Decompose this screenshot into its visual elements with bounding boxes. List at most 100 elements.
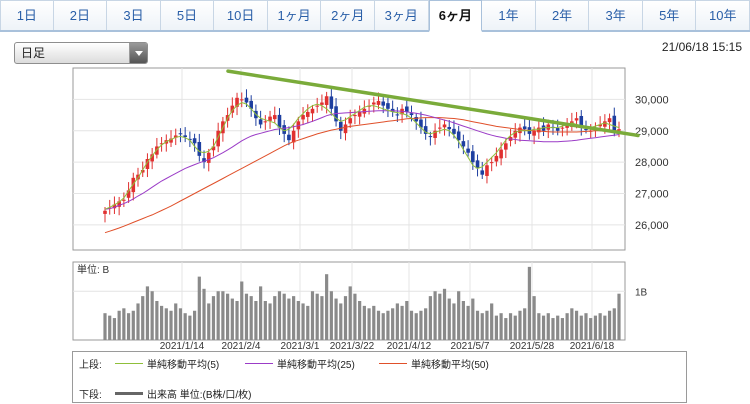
- candle-body: [494, 155, 499, 162]
- candle-body: [456, 131, 461, 141]
- candle-body: [287, 134, 291, 141]
- candle-body: [301, 115, 305, 120]
- volume-bar: [197, 276, 201, 340]
- candle-interval-select[interactable]: 日足: [14, 42, 148, 64]
- candle-body: [112, 204, 117, 209]
- candle-body: [357, 111, 362, 117]
- volume-bar: [353, 293, 357, 340]
- volume-bar: [560, 318, 565, 340]
- candle-body: [188, 138, 192, 141]
- candle-body: [272, 115, 277, 120]
- candle-body: [452, 128, 456, 134]
- volume-bar: [164, 308, 168, 340]
- candle-body: [409, 113, 414, 116]
- period-tab[interactable]: 1年: [482, 0, 536, 30]
- volume-bar: [240, 281, 244, 340]
- volume-bar: [400, 305, 404, 340]
- legend-item-ma50: 単純移動平均(50): [379, 356, 505, 371]
- candle-body: [140, 169, 145, 173]
- candle-body: [404, 106, 409, 112]
- volume-bar: [329, 291, 333, 340]
- period-tab[interactable]: 2年: [535, 0, 590, 30]
- price-tick-label: 29,000: [635, 126, 669, 138]
- candle-body: [324, 96, 329, 105]
- volume-bar: [508, 313, 513, 340]
- candle-body: [612, 115, 617, 131]
- volume-bar: [617, 293, 621, 340]
- volume-bar: [150, 291, 154, 340]
- volume-bar: [207, 303, 211, 340]
- volume-bar: [145, 286, 150, 340]
- volume-bar: [315, 293, 319, 340]
- date-tick-label: 2021/3/22: [330, 341, 375, 352]
- chevron-down-icon[interactable]: [129, 43, 147, 63]
- ma25-line: [104, 110, 620, 210]
- candle-body: [522, 126, 527, 130]
- volume-bar: [480, 313, 484, 340]
- volume-bar: [273, 296, 277, 340]
- candle-body: [574, 118, 579, 121]
- volume-bar: [607, 310, 612, 340]
- volume-bar: [117, 310, 121, 340]
- volume-bar: [490, 303, 494, 340]
- candle-body: [485, 165, 489, 176]
- volume-bar: [334, 298, 338, 340]
- volume-bar: [141, 296, 145, 340]
- volume-bar: [391, 308, 395, 340]
- volume-bar: [259, 286, 263, 340]
- volume-bar: [513, 315, 517, 340]
- price-panel: 30,000 29,000 28,000 27,000 26,000: [72, 67, 669, 251]
- period-tab[interactable]: 1ヶ月: [267, 0, 322, 30]
- volume-bar: [424, 308, 428, 340]
- volume-bar: [494, 315, 498, 340]
- date-tick-label: 2021/4/12: [387, 341, 432, 352]
- volume-bar: [169, 310, 173, 340]
- volume-bar: [362, 305, 366, 340]
- volume-bar: [475, 310, 480, 340]
- volume-bar: [343, 296, 348, 340]
- candle-body: [310, 108, 315, 114]
- candle-body: [598, 124, 602, 127]
- price-tick-label: 26,000: [635, 220, 669, 232]
- period-tab[interactable]: 5日: [160, 0, 215, 30]
- volume-bar: [159, 305, 164, 340]
- candle-body: [438, 127, 442, 129]
- period-tab[interactable]: 6ヶ月: [428, 0, 483, 32]
- volume-bar: [296, 301, 300, 340]
- candle-body: [338, 121, 343, 131]
- candle-body: [145, 159, 150, 169]
- period-tab[interactable]: 2日: [53, 0, 108, 30]
- volume-bar: [447, 298, 451, 340]
- candle-body: [348, 118, 353, 124]
- volume-bar: [221, 291, 225, 340]
- candle-body: [235, 97, 239, 107]
- candle-body: [216, 130, 220, 147]
- candle-body: [499, 149, 503, 159]
- last-updated-timestamp: 21/06/18 15:15: [661, 40, 742, 54]
- candle-body: [565, 124, 569, 128]
- volume-bar: [348, 286, 352, 340]
- period-tab[interactable]: 5年: [642, 0, 697, 30]
- volume-bar: [504, 318, 508, 340]
- volume-unit-label: 単位: B: [77, 263, 110, 276]
- candle-body: [122, 199, 126, 201]
- period-tab[interactable]: 3日: [107, 0, 161, 30]
- volume-bar: [183, 313, 187, 340]
- date-tick-label: 2021/2/4: [222, 341, 261, 352]
- period-tab[interactable]: 1日: [0, 0, 54, 30]
- volume-bar: [570, 308, 574, 340]
- period-tab[interactable]: 10日: [214, 0, 268, 30]
- period-tab[interactable]: 10年: [696, 0, 750, 30]
- candle-body: [155, 146, 159, 155]
- volume-bar: [419, 310, 423, 340]
- volume-bar: [306, 305, 310, 340]
- period-tab[interactable]: 2ヶ月: [321, 0, 376, 30]
- period-tab[interactable]: 3年: [589, 0, 643, 30]
- date-tick-label: 2021/5/28: [510, 341, 555, 352]
- period-tab[interactable]: 3ヶ月: [375, 0, 429, 30]
- volume-bar: [579, 315, 583, 340]
- candle-body: [579, 115, 584, 128]
- volume-bar: [325, 274, 329, 340]
- candle-body: [239, 99, 244, 101]
- volume-bar: [136, 303, 140, 340]
